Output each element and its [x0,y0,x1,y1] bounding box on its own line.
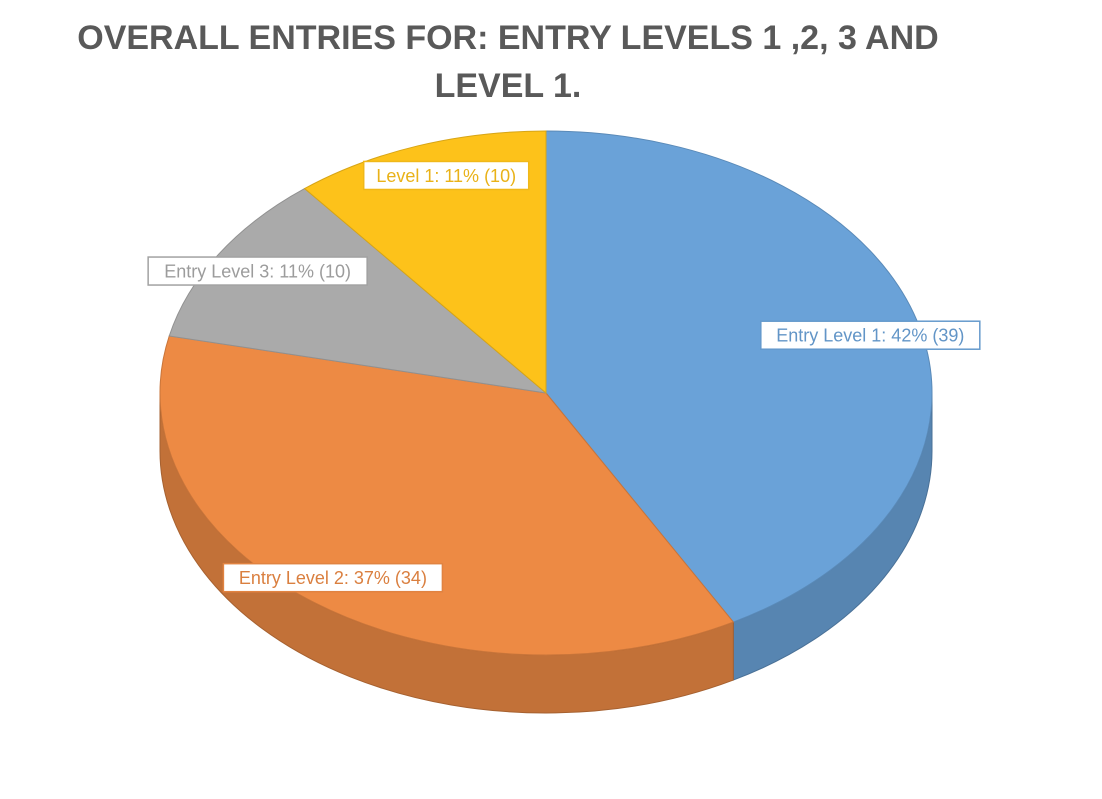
data-label-entry-level-3: Entry Level 3: 11% (10) [147,256,368,286]
pie-slice-entry-level-3 [168,187,548,394]
data-label-box [760,320,981,350]
data-label-level-1: Level 1: 11% (10) [362,160,530,191]
data-label-entry-level-1: Entry Level 1: 42% (39) [760,320,981,350]
chart-title: OVERALL ENTRIES FOR: ENTRY LEVELS 1 ,2, … [77,19,939,105]
pie-slice-level-1 [303,130,547,395]
data-label-box [362,160,530,191]
pie-data-labels: Entry Level 1: 42% (39) Entry Level 2: 37… [147,160,981,593]
data-label-box [147,256,368,286]
data-label-entry-level-2: Entry Level 2: 37% (34) [222,562,444,593]
data-label-text: Entry Level 3: 11% (10) [164,261,351,281]
data-label-text: Level 1: 11% (10) [376,166,516,186]
data-label-box [222,562,444,593]
data-label-text: Entry Level 1: 42% (39) [776,326,964,346]
data-label-text: Entry Level 2: 37% (34) [239,568,427,588]
